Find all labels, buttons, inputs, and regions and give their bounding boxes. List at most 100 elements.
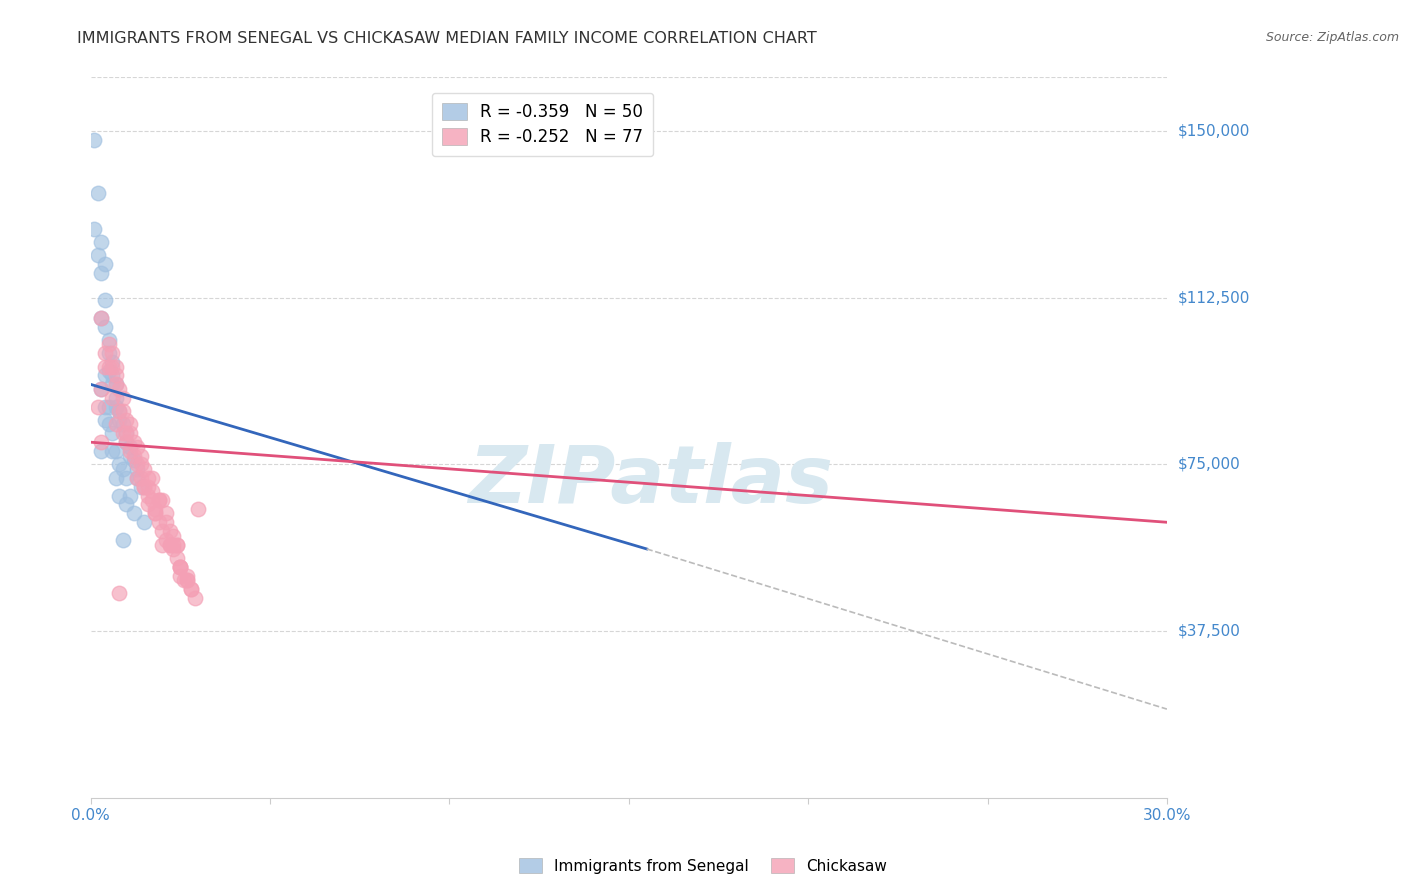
Point [97,346,120,360]
Point [108,404,131,418]
Point [83,133,105,147]
Point [162,528,184,542]
Point [166,550,188,565]
Point [122,453,145,467]
Point [148,493,170,508]
Point [104,391,127,405]
Point [162,541,184,556]
Point [115,498,138,512]
Point [90,310,112,325]
Legend: Immigrants from Senegal, Chickasaw: Immigrants from Senegal, Chickasaw [512,852,894,880]
Point [127,458,149,472]
Point [115,413,138,427]
Point [104,400,127,414]
Point [127,471,149,485]
Text: Source: ZipAtlas.com: Source: ZipAtlas.com [1265,31,1399,45]
Point [87,186,110,200]
Point [90,310,112,325]
Point [94,346,117,360]
Point [173,573,195,587]
Point [136,480,159,494]
Point [90,444,112,458]
Point [136,498,159,512]
Point [150,524,173,538]
Point [101,346,124,360]
Point [148,516,170,530]
Point [101,377,124,392]
Point [122,435,145,450]
Point [129,480,152,494]
Point [108,586,131,600]
Point [176,568,198,582]
Point [115,471,138,485]
Point [94,319,117,334]
Point [104,444,127,458]
Point [101,426,124,441]
Point [115,435,138,450]
Point [94,400,117,414]
Point [101,368,124,383]
Text: ZIPatlas: ZIPatlas [468,442,832,520]
Point [97,417,120,432]
Point [129,449,152,463]
Point [176,573,198,587]
Point [148,493,170,508]
Point [90,435,112,450]
Point [90,382,112,396]
Point [101,355,124,369]
Point [104,471,127,485]
Point [94,413,117,427]
Point [83,221,105,235]
Point [97,400,120,414]
Point [141,484,163,499]
Point [180,582,202,596]
Point [120,440,142,454]
Point [129,471,152,485]
Point [97,333,120,347]
Point [111,533,134,547]
Point [122,507,145,521]
Point [169,568,191,582]
Text: $150,000: $150,000 [1178,123,1250,138]
Point [97,337,120,351]
Point [111,426,134,441]
Point [143,507,166,521]
Point [111,404,134,418]
Point [111,462,134,476]
Legend: R = -0.359   N = 50, R = -0.252   N = 77: R = -0.359 N = 50, R = -0.252 N = 77 [432,93,654,156]
Point [162,537,184,551]
Point [108,458,131,472]
Point [159,537,181,551]
Point [143,507,166,521]
Point [169,559,191,574]
Point [90,235,112,249]
Point [120,449,142,463]
Point [180,582,202,596]
Point [127,462,149,476]
Point [111,391,134,405]
Point [183,591,205,605]
Point [120,444,142,458]
Point [134,462,156,476]
Point [169,559,191,574]
Point [127,471,149,485]
Point [94,368,117,383]
Point [101,444,124,458]
Point [120,417,142,432]
Point [134,480,156,494]
Point [159,524,181,538]
Point [129,458,152,472]
Point [155,533,177,547]
Point [155,507,177,521]
Point [169,559,191,574]
Point [90,266,112,280]
Point [166,537,188,551]
Point [94,257,117,271]
Point [108,382,131,396]
Point [141,493,163,508]
Point [97,359,120,374]
Point [134,516,156,530]
Point [94,293,117,307]
Point [94,359,117,374]
Point [97,364,120,378]
